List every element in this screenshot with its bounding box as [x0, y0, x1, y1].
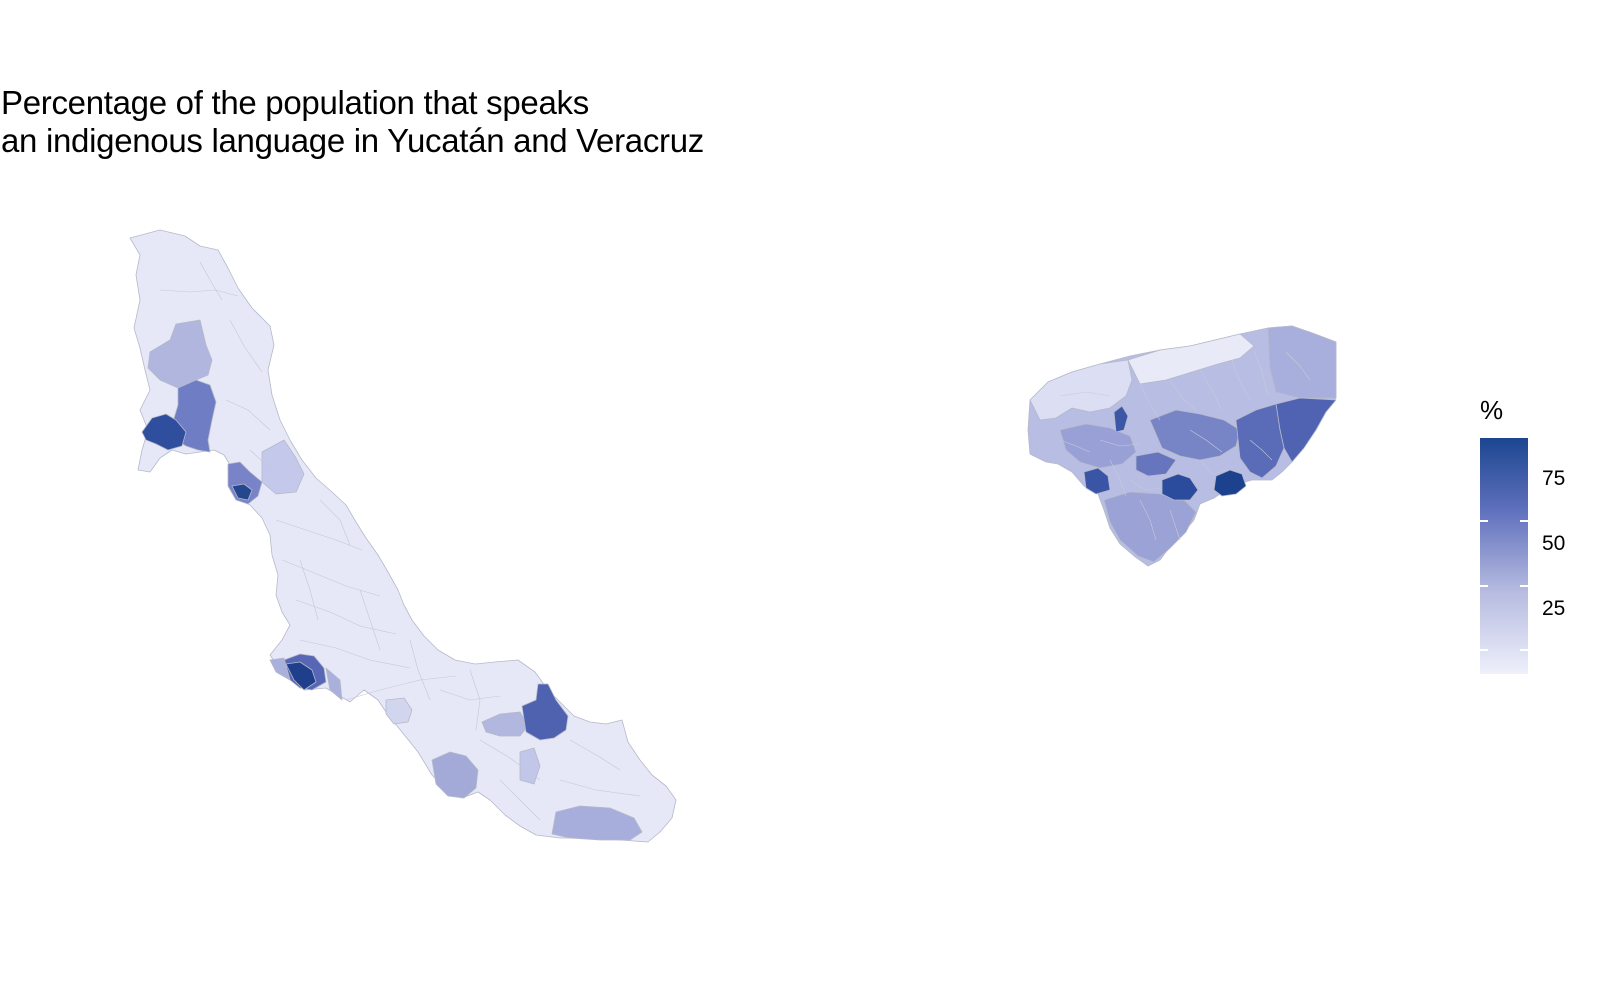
legend-label-50: 50: [1542, 532, 1566, 555]
legend-label-25: 25: [1542, 597, 1566, 620]
veracruz-region-tuxtlas-light: [481, 711, 529, 737]
yucatan-map: [1027, 325, 1337, 567]
veracruz-region-huasteca-dark: [141, 413, 187, 451]
yucatan-region-dark-west: [1083, 467, 1111, 495]
veracruz-map: [129, 229, 677, 843]
yucatan-region-north-coast: [1127, 333, 1255, 385]
legend-tick-25-left: [1480, 649, 1488, 651]
yucatan-region-northwest: [1029, 359, 1133, 421]
veracruz-region-zongolica-edge: [269, 657, 343, 701]
yucatan-region-south-light: [1103, 491, 1197, 563]
veracruz-region-north-mid: [147, 319, 213, 389]
yucatan-region-dark-south: [1213, 469, 1247, 497]
yucatan-region-center-mid: [1149, 409, 1241, 461]
chart-title-line-1: Percentage of the population that speaks: [1, 84, 589, 121]
yucatan-region-east-mid: [1235, 403, 1285, 479]
chart-title: Percentage of the population that speaks…: [1, 84, 901, 160]
legend-tick-75-right: [1520, 520, 1528, 522]
legend-tick-50-right: [1520, 585, 1528, 587]
veracruz-region-tuxtlas: [521, 683, 569, 741]
veracruz-region-papantla-dark: [231, 483, 253, 501]
veracruz-region-zongolica-dark: [285, 661, 317, 691]
veracruz-region-light-central: [261, 439, 305, 495]
legend-title: %: [1480, 395, 1504, 425]
veracruz-municipal-borders: [159, 261, 641, 821]
veracruz-state-outline: [129, 229, 677, 843]
veracruz-region-central-light: [385, 697, 413, 725]
yucatan-region-center-west: [1059, 423, 1137, 469]
legend-tick-25-right: [1520, 649, 1528, 651]
legend-color-bar: [1480, 438, 1528, 674]
veracruz-region-south-mid: [519, 747, 541, 785]
yucatan-municipal-borders: [1059, 349, 1311, 541]
veracruz-region-south-playa: [431, 751, 479, 799]
legend-tick-50-left: [1480, 585, 1488, 587]
yucatan-region-dark-north: [1113, 405, 1129, 433]
veracruz-region-uxpanapa: [551, 805, 643, 841]
legend: % 75 50 25: [1480, 395, 1590, 695]
chart-title-line-2: an indigenous language in Yucatán and Ve…: [1, 122, 704, 159]
yucatan-region-northeast: [1267, 325, 1337, 399]
legend-label-75: 75: [1542, 467, 1566, 490]
yucatan-region-dark-center: [1161, 473, 1199, 501]
yucatan-region-mid-ring: [1135, 451, 1177, 477]
legend-tick-75-left: [1480, 520, 1488, 522]
